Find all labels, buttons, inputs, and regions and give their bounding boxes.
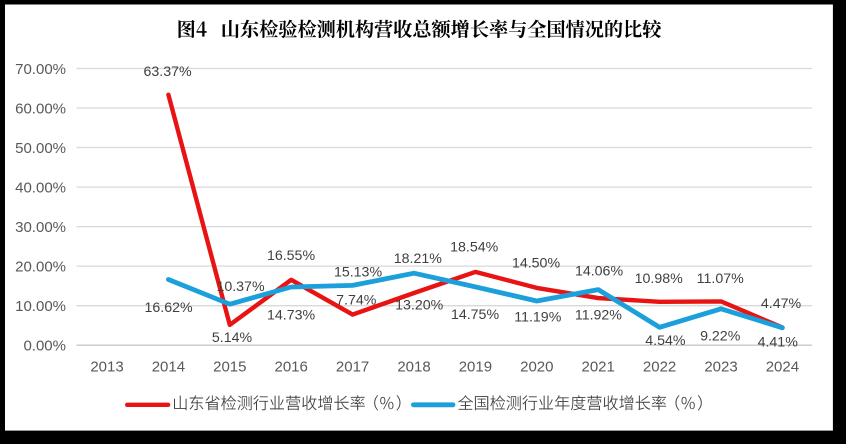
svg-text:13.20%: 13.20% — [395, 297, 444, 313]
svg-text:60.00%: 60.00% — [15, 100, 66, 117]
svg-text:0.00%: 0.00% — [23, 338, 66, 355]
svg-text:2024: 2024 — [766, 359, 799, 376]
svg-text:2013: 2013 — [90, 359, 123, 376]
svg-text:63.37%: 63.37% — [144, 64, 193, 80]
svg-text:9.22%: 9.22% — [700, 328, 741, 344]
svg-text:40.00%: 40.00% — [15, 180, 66, 197]
svg-text:11.19%: 11.19% — [514, 310, 561, 326]
svg-text:2015: 2015 — [213, 359, 246, 376]
svg-text:7.74%: 7.74% — [336, 293, 377, 309]
svg-text:50.00%: 50.00% — [15, 140, 66, 157]
svg-text:2022: 2022 — [643, 359, 676, 376]
svg-text:4.54%: 4.54% — [645, 333, 686, 349]
svg-text:30.00%: 30.00% — [15, 219, 66, 236]
svg-text:16.55%: 16.55% — [267, 248, 316, 264]
svg-text:14.75%: 14.75% — [451, 307, 500, 323]
svg-text:11.92%: 11.92% — [575, 308, 622, 324]
svg-text:10.98%: 10.98% — [635, 271, 684, 287]
svg-text:15.13%: 15.13% — [334, 265, 383, 281]
svg-text:14.50%: 14.50% — [512, 256, 561, 272]
svg-text:18.54%: 18.54% — [450, 239, 499, 255]
svg-text:11.07%: 11.07% — [697, 271, 744, 287]
svg-text:10.00%: 10.00% — [15, 298, 66, 315]
svg-text:14.06%: 14.06% — [575, 263, 624, 279]
svg-text:2014: 2014 — [152, 359, 185, 376]
svg-text:4.41%: 4.41% — [758, 334, 799, 350]
svg-text:5.14%: 5.14% — [212, 330, 253, 346]
svg-text:2021: 2021 — [582, 359, 615, 376]
svg-text:2023: 2023 — [704, 359, 737, 376]
svg-text:2020: 2020 — [520, 359, 553, 376]
svg-text:18.21%: 18.21% — [394, 251, 443, 267]
svg-text:2019: 2019 — [459, 359, 492, 376]
svg-text:70.00%: 70.00% — [15, 61, 66, 78]
svg-text:14.73%: 14.73% — [267, 307, 316, 323]
svg-text:20.00%: 20.00% — [15, 259, 66, 276]
svg-text:16.62%: 16.62% — [145, 300, 194, 316]
svg-text:10.37%: 10.37% — [216, 279, 265, 295]
svg-text:4.47%: 4.47% — [761, 296, 802, 312]
svg-text:2018: 2018 — [397, 359, 430, 376]
svg-text:2017: 2017 — [336, 359, 369, 376]
svg-text:2016: 2016 — [275, 359, 308, 376]
